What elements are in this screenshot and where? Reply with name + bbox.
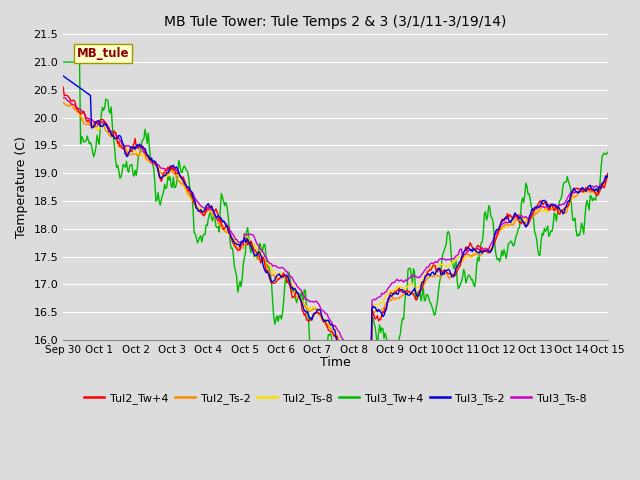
- Tul2_Tw+4: [507, 213, 515, 219]
- Tul3_Ts-8: [386, 284, 394, 289]
- Tul3_Ts-8: [593, 183, 600, 189]
- Tul3_Ts-2: [604, 173, 612, 179]
- Tul3_Ts-8: [60, 95, 68, 100]
- Tul3_Ts-8: [323, 311, 330, 317]
- Tul2_Tw+4: [604, 170, 612, 176]
- Tul2_Ts-8: [604, 174, 612, 180]
- Tul3_Tw+4: [354, 434, 362, 440]
- Tul3_Tw+4: [604, 149, 612, 155]
- Tul3_Ts-2: [354, 354, 362, 360]
- Tul2_Ts-2: [367, 375, 375, 381]
- Tul2_Ts-2: [604, 176, 612, 181]
- Tul2_Ts-8: [593, 188, 600, 194]
- Tul2_Ts-8: [508, 220, 515, 226]
- Tul3_Tw+4: [318, 366, 326, 372]
- Tul3_Tw+4: [355, 428, 363, 433]
- Tul3_Ts-8: [355, 347, 363, 353]
- Tul2_Ts-2: [385, 297, 392, 302]
- Line: Tul2_Tw+4: Tul2_Tw+4: [63, 87, 608, 379]
- Tul3_Ts-2: [321, 317, 329, 323]
- Tul3_Ts-8: [367, 364, 375, 370]
- Tul2_Ts-8: [323, 318, 330, 324]
- Legend: Tul2_Tw+4, Tul2_Ts-2, Tul2_Ts-8, Tul3_Tw+4, Tul3_Ts-2, Tul3_Ts-8: Tul2_Tw+4, Tul2_Ts-2, Tul2_Ts-8, Tul3_Tw…: [80, 388, 591, 408]
- Tul3_Tw+4: [60, 59, 67, 65]
- Tul2_Ts-2: [354, 356, 362, 362]
- Tul3_Ts-2: [318, 313, 326, 319]
- Y-axis label: Temperature (C): Temperature (C): [15, 136, 28, 238]
- X-axis label: Time: Time: [320, 356, 351, 369]
- Tul2_Ts-8: [386, 288, 394, 294]
- Tul3_Ts-8: [508, 217, 515, 223]
- Tul2_Ts-8: [60, 95, 68, 101]
- Line: Tul2_Ts-8: Tul2_Ts-8: [63, 98, 608, 371]
- Tul3_Ts-8: [319, 308, 326, 313]
- Tul2_Tw+4: [60, 84, 67, 90]
- Tul2_Ts-8: [319, 315, 326, 321]
- Line: Tul3_Ts-2: Tul3_Ts-2: [63, 76, 608, 377]
- Tul2_Tw+4: [367, 376, 375, 382]
- Tul2_Ts-8: [60, 96, 67, 102]
- Tul3_Ts-8: [60, 95, 67, 101]
- Tul2_Tw+4: [592, 191, 600, 196]
- Tul2_Ts-2: [318, 317, 326, 323]
- Tul3_Tw+4: [507, 238, 515, 244]
- Tul2_Ts-2: [321, 321, 329, 326]
- Text: MB_tule: MB_tule: [77, 47, 129, 60]
- Tul3_Tw+4: [321, 347, 329, 353]
- Tul2_Ts-8: [367, 368, 375, 373]
- Title: MB Tule Tower: Tule Temps 2 & 3 (3/1/11-3/19/14): MB Tule Tower: Tule Temps 2 & 3 (3/1/11-…: [164, 15, 507, 29]
- Tul3_Ts-2: [367, 374, 375, 380]
- Tul3_Ts-2: [507, 219, 515, 225]
- Tul2_Ts-8: [355, 354, 363, 360]
- Tul3_Ts-2: [592, 186, 600, 192]
- Tul3_Ts-2: [60, 73, 67, 79]
- Tul2_Tw+4: [318, 314, 326, 320]
- Line: Tul2_Ts-2: Tul2_Ts-2: [63, 103, 608, 378]
- Tul2_Ts-2: [592, 191, 600, 197]
- Tul3_Ts-2: [385, 295, 392, 301]
- Tul3_Tw+4: [592, 197, 600, 203]
- Line: Tul3_Tw+4: Tul3_Tw+4: [63, 62, 608, 437]
- Tul2_Tw+4: [385, 299, 392, 304]
- Tul3_Tw+4: [385, 339, 392, 345]
- Tul2_Ts-2: [507, 222, 515, 228]
- Line: Tul3_Ts-8: Tul3_Ts-8: [63, 97, 608, 367]
- Tul2_Tw+4: [321, 318, 329, 324]
- Tul3_Ts-8: [604, 173, 612, 179]
- Tul2_Ts-2: [60, 100, 67, 106]
- Tul2_Tw+4: [354, 352, 362, 358]
